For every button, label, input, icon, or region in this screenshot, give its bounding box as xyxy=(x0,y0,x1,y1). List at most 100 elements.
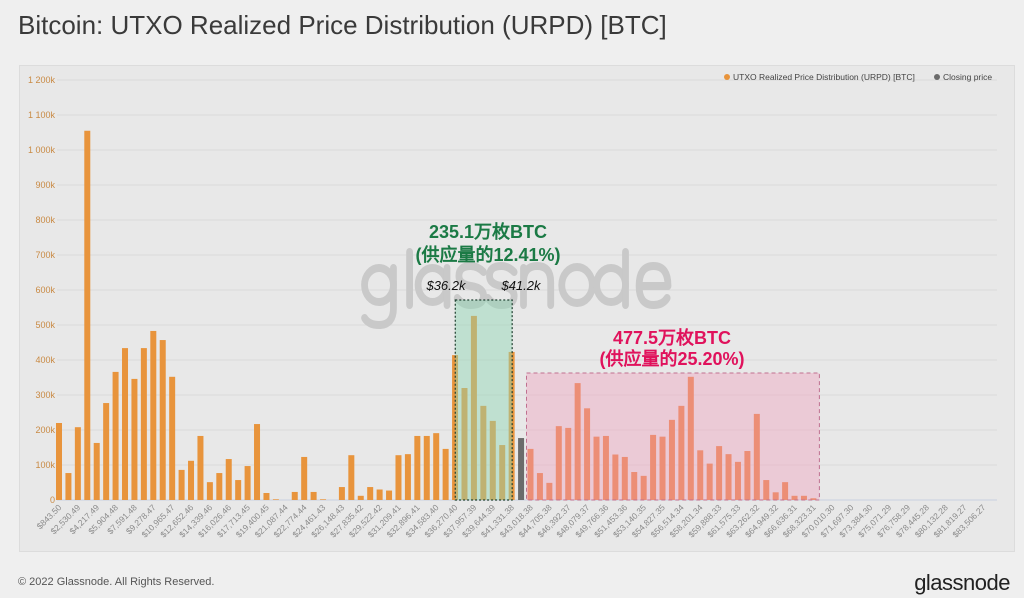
urpd-bar[interactable] xyxy=(206,482,213,500)
urpd-bar[interactable] xyxy=(725,454,732,500)
urpd-bar[interactable] xyxy=(263,493,270,500)
urpd-bar[interactable] xyxy=(584,408,591,500)
urpd-bar[interactable] xyxy=(338,487,345,500)
urpd-bar[interactable] xyxy=(810,498,817,500)
urpd-bar[interactable] xyxy=(367,487,374,500)
urpd-bar[interactable] xyxy=(631,472,638,500)
page-title: Bitcoin: UTXO Realized Price Distributio… xyxy=(18,10,667,40)
urpd-bar[interactable] xyxy=(272,499,279,500)
urpd-bar[interactable] xyxy=(753,413,760,500)
urpd-bar[interactable] xyxy=(150,330,157,500)
urpd-bar[interactable] xyxy=(235,480,242,500)
y-tick-label: 600k xyxy=(35,285,55,295)
urpd-bar[interactable] xyxy=(197,435,204,500)
urpd-bar[interactable] xyxy=(782,482,789,500)
urpd-bar[interactable] xyxy=(140,348,147,500)
urpd-bar[interactable] xyxy=(602,435,609,500)
closing-price-bar[interactable] xyxy=(518,438,525,500)
urpd-bar[interactable] xyxy=(659,436,666,500)
urpd-bar[interactable] xyxy=(159,340,166,500)
urpd-bar[interactable] xyxy=(763,480,770,500)
urpd-bar[interactable] xyxy=(687,376,694,500)
legend-swatch-urpd xyxy=(724,74,730,80)
urpd-bar[interactable] xyxy=(536,473,543,500)
urpd-bar[interactable] xyxy=(291,491,298,500)
y-tick-label: 1 100k xyxy=(28,110,56,120)
y-tick-label: 300k xyxy=(35,390,55,400)
urpd-bar[interactable] xyxy=(442,448,449,500)
urpd-bar[interactable] xyxy=(131,378,138,500)
urpd-bar[interactable] xyxy=(386,490,393,500)
y-tick-label: 1 000k xyxy=(28,145,56,155)
urpd-bar[interactable] xyxy=(499,445,506,500)
legend[interactable]: UTXO Realized Price Distribution (URPD) … xyxy=(724,72,992,82)
urpd-bar[interactable] xyxy=(414,435,421,500)
urpd-bar[interactable] xyxy=(612,454,619,501)
urpd-bar[interactable] xyxy=(74,427,81,500)
urpd-bar[interactable] xyxy=(376,489,383,501)
urpd-bar[interactable] xyxy=(225,459,232,500)
y-tick-label: 500k xyxy=(35,320,55,330)
green-annotation-share: (供应量的12.41%) xyxy=(415,244,560,265)
urpd-bar[interactable] xyxy=(112,371,119,500)
urpd-bar[interactable] xyxy=(668,419,675,500)
urpd-bar[interactable] xyxy=(593,436,600,500)
green-high-price-label: $41.2k xyxy=(500,278,542,293)
urpd-bar[interactable] xyxy=(734,461,741,500)
urpd-bar[interactable] xyxy=(650,434,657,500)
urpd-bar[interactable] xyxy=(65,473,72,500)
urpd-bar[interactable] xyxy=(348,455,355,500)
urpd-bar[interactable] xyxy=(744,451,751,500)
urpd-bar[interactable] xyxy=(574,383,581,500)
urpd-bar[interactable] xyxy=(546,482,553,500)
legend-label-urpd[interactable]: UTXO Realized Price Distribution (URPD) … xyxy=(733,72,915,82)
urpd-bar[interactable] xyxy=(320,499,327,500)
y-tick-label: 0 xyxy=(50,495,55,505)
urpd-bar[interactable] xyxy=(527,448,534,500)
urpd-bar[interactable] xyxy=(404,454,411,500)
urpd-bar[interactable] xyxy=(244,466,251,500)
urpd-bar[interactable] xyxy=(489,420,496,500)
urpd-bar[interactable] xyxy=(565,427,572,500)
x-axis: $843.50$2,530.49$4,217.49$5,904.48$7,591… xyxy=(35,502,988,539)
urpd-bar[interactable] xyxy=(395,455,402,500)
urpd-bar[interactable] xyxy=(772,492,779,500)
urpd-bar[interactable] xyxy=(791,495,798,500)
urpd-bar[interactable] xyxy=(423,435,430,500)
urpd-bar[interactable] xyxy=(452,355,459,500)
urpd-bar[interactable] xyxy=(216,473,223,500)
urpd-bar[interactable] xyxy=(640,475,647,500)
urpd-bar[interactable] xyxy=(800,495,807,500)
urpd-bar[interactable] xyxy=(103,403,110,500)
urpd-bar[interactable] xyxy=(706,463,713,500)
urpd-bar[interactable] xyxy=(301,456,308,500)
urpd-bar[interactable] xyxy=(555,426,562,500)
urpd-bar[interactable] xyxy=(122,348,129,500)
urpd-bar[interactable] xyxy=(84,130,91,500)
urpd-bar[interactable] xyxy=(480,405,487,500)
pink-highlight-region xyxy=(526,372,820,501)
urpd-bar[interactable] xyxy=(621,456,628,500)
urpd-bar[interactable] xyxy=(169,376,176,500)
urpd-bar[interactable] xyxy=(178,469,185,500)
legend-label-closing[interactable]: Closing price xyxy=(943,72,992,82)
urpd-bar[interactable] xyxy=(310,491,317,500)
watermark xyxy=(361,248,672,329)
urpd-bar[interactable] xyxy=(56,423,62,500)
gridlines xyxy=(57,79,997,501)
urpd-bar[interactable] xyxy=(461,388,468,500)
urpd-bar[interactable] xyxy=(716,446,723,500)
urpd-bar[interactable] xyxy=(697,450,704,500)
y-tick-label: 900k xyxy=(35,180,55,190)
urpd-bar[interactable] xyxy=(188,460,195,500)
urpd-bar[interactable] xyxy=(254,424,261,500)
urpd-bar[interactable] xyxy=(678,405,685,500)
urpd-bar[interactable] xyxy=(508,351,515,500)
urpd-bar[interactable] xyxy=(433,433,440,500)
green-annotation-amount: 235.1万枚BTC xyxy=(429,221,547,242)
urpd-bar[interactable] xyxy=(93,442,100,500)
urpd-bar[interactable] xyxy=(357,495,364,500)
y-tick-label: 1 200k xyxy=(28,75,56,85)
urpd-bar[interactable] xyxy=(470,315,477,500)
